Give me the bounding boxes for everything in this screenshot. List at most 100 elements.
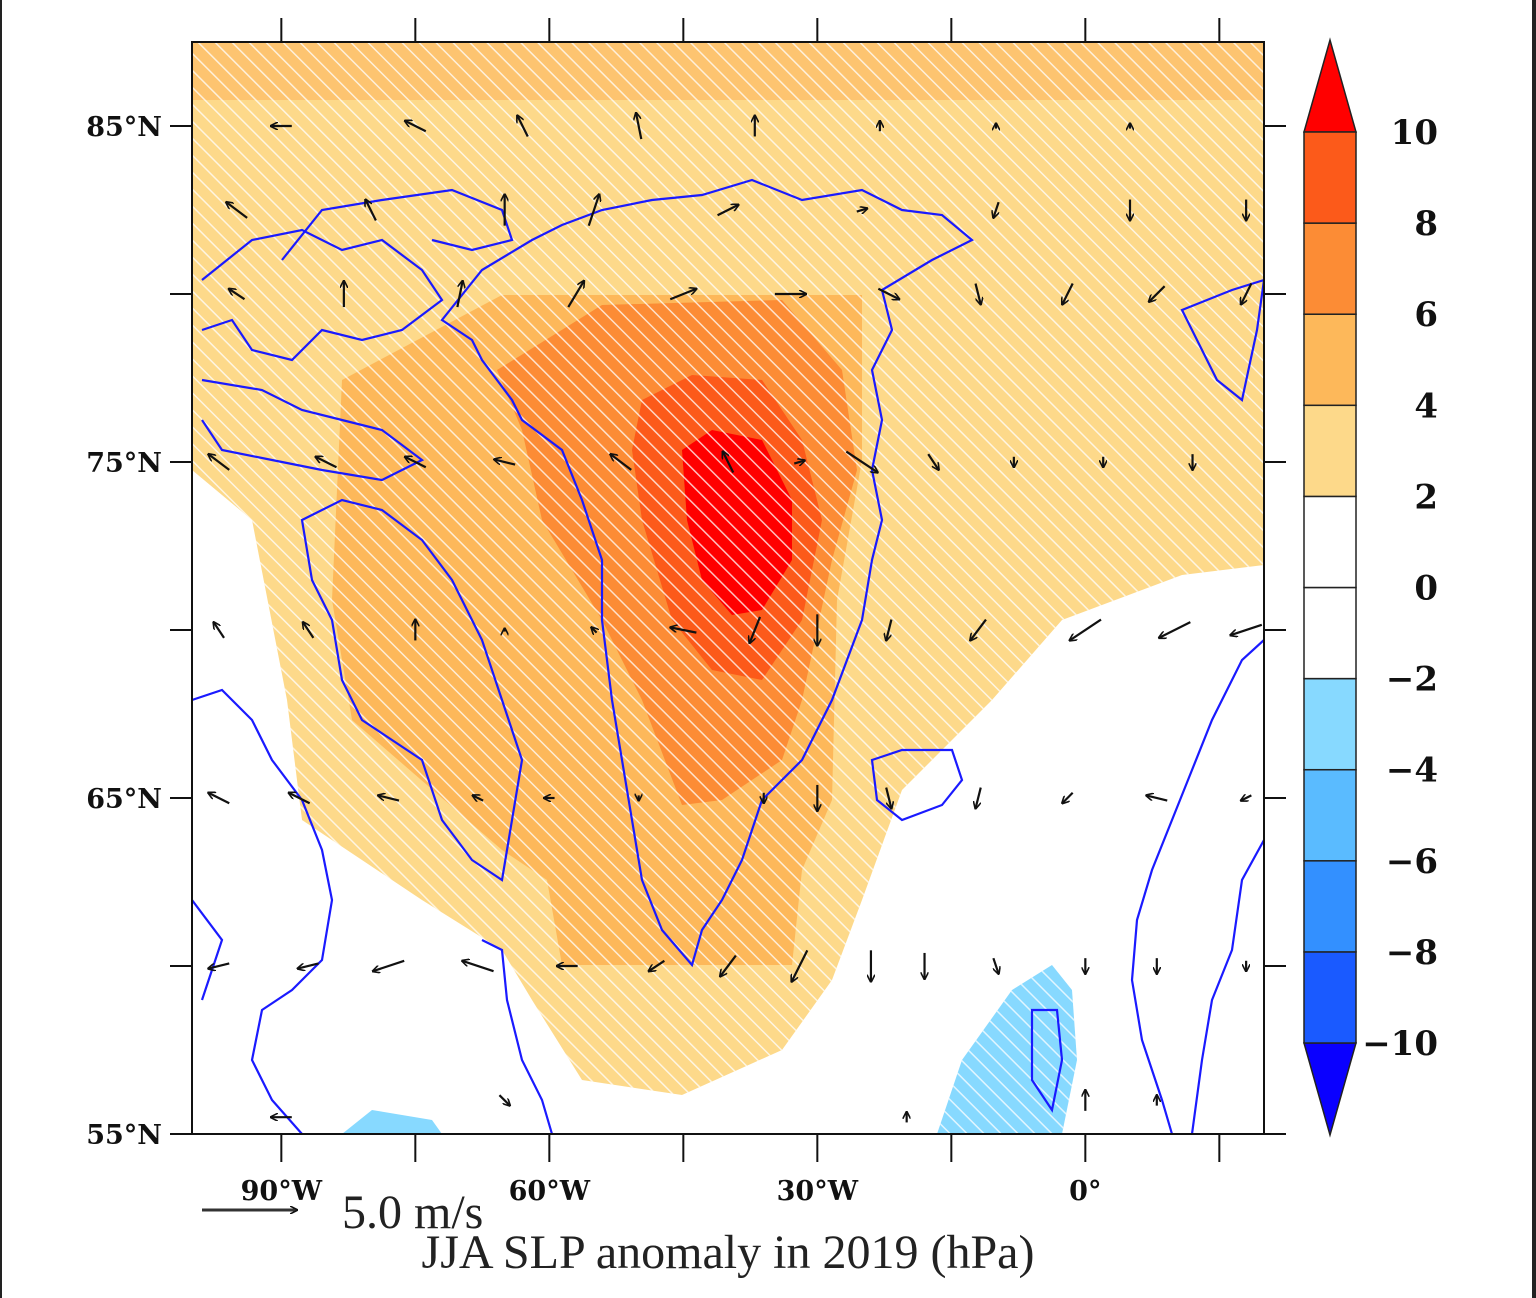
wind-vector-arrow [793, 460, 804, 463]
colorbar-label: −6 [1386, 842, 1438, 882]
significance-hatching [192, 42, 1264, 1134]
wind-vector-arrow [856, 208, 867, 211]
colorbar-label: 0 [1414, 569, 1438, 609]
coastlines [192, 178, 1264, 1134]
colorbar-segment [1303, 768, 1357, 862]
coastline-svalbard [1180, 278, 1264, 402]
y-tick-label: 75°N [86, 448, 162, 479]
axes: 90°W 60°W 30°W 0° 85°N 75°N 65°N 55°N [86, 18, 1286, 1207]
coastline-canadian-archipelago [201, 188, 514, 482]
colorbar-label: 8 [1414, 204, 1438, 244]
colorbar-min-triangle [1303, 1042, 1357, 1138]
colorbar-label: −10 [1362, 1024, 1438, 1064]
wind-vector-arrow [720, 954, 737, 977]
wind-vector-arrow [316, 457, 337, 469]
wind-vector-arrow [610, 454, 632, 471]
wind-vector-arrow [229, 289, 246, 301]
wind-vector-arrow [208, 454, 230, 471]
wind-vector-arrow [214, 622, 225, 639]
colorbar-label: −8 [1386, 933, 1438, 973]
wind-vector-arrow [303, 622, 315, 639]
coastline-greenland [440, 178, 974, 968]
contour-neg2-neg4-west [342, 1110, 442, 1134]
colorbar-max-triangle [1303, 37, 1357, 133]
wind-vectors [208, 113, 1263, 1123]
map-plot-area [192, 42, 1264, 1134]
colorbar-label: 4 [1414, 386, 1438, 426]
wind-vector-arrow [885, 787, 891, 809]
y-tick-label: 55°N [86, 1120, 162, 1151]
x-tick-label: 30°W [777, 1176, 859, 1207]
wind-vector-arrow [992, 957, 998, 974]
chart-title: JJA SLP anomaly in 2019 (hPa) [422, 1226, 1035, 1279]
wind-vector-arrow [456, 281, 462, 308]
wind-vector-arrow [1241, 283, 1253, 305]
wind-vector-arrow [845, 450, 877, 473]
colorbar: −10 −8 −6 −4 −2 0 2 4 6 8 10 [1303, 37, 1438, 1138]
wind-vector-arrow [886, 619, 893, 641]
colorbar-label: 10 [1391, 113, 1438, 153]
wind-vector-arrow [974, 283, 981, 305]
wind-vector-arrow [670, 627, 697, 634]
wind-vector-arrow [498, 1094, 509, 1105]
reference-vector: 5.0 m/s [202, 1186, 483, 1239]
wind-vector-arrow [750, 616, 762, 643]
y-tick-label: 85°N [86, 112, 162, 143]
plot-frame [191, 41, 1265, 1135]
coastline-baffin-island [300, 498, 524, 882]
wind-vector-arrow [792, 949, 809, 981]
wind-vector-arrow [567, 281, 584, 308]
colorbar-label: 6 [1414, 295, 1438, 335]
coastline-north-america [192, 688, 554, 1134]
wind-vector-arrow [723, 452, 735, 473]
wind-vector-arrow [298, 962, 319, 968]
wind-vector-arrow [1149, 285, 1166, 302]
colorbar-segment [1303, 495, 1357, 589]
wind-vector-arrow [378, 795, 400, 802]
wind-vector-arrow [1230, 623, 1263, 635]
reference-vector-label: 5.0 m/s [342, 1186, 483, 1239]
colorbar-segment [1303, 586, 1357, 680]
colorbar-label: −4 [1386, 751, 1438, 791]
wind-vector-arrow [877, 287, 899, 299]
coastline-scandinavia [1030, 639, 1264, 1134]
x-tick-label: 60°W [509, 1176, 591, 1207]
colorbar-label: 2 [1414, 477, 1438, 517]
wind-vector-arrow [517, 116, 529, 137]
wind-vector-arrow [405, 457, 427, 469]
wind-vector-arrow [1146, 795, 1168, 802]
wind-vector-arrow [993, 201, 1000, 218]
wind-vector-arrow [462, 961, 494, 973]
wind-vector-arrow [1062, 283, 1074, 305]
colorbar-label: −2 [1386, 660, 1438, 700]
wind-vector-arrow [208, 962, 230, 968]
colorbar-segment [1303, 677, 1357, 771]
wind-vector-arrow [373, 959, 405, 971]
wind-vector-arrow [717, 205, 739, 217]
wind-vector-arrow [976, 787, 982, 809]
x-tick-label: 0° [1069, 1176, 1101, 1207]
wind-vector-arrow [405, 121, 427, 133]
wind-vector-arrow [494, 459, 516, 466]
colorbar-segment [1303, 404, 1357, 498]
wind-vector-arrow [226, 202, 248, 219]
y-tick-label: 65°N [86, 784, 162, 815]
wind-vector-arrow [636, 113, 643, 140]
wind-vector-arrow [669, 289, 696, 301]
wind-vector-arrow [649, 959, 665, 971]
colorbar-segment [1303, 951, 1357, 1044]
colorbar-segment [1303, 860, 1357, 953]
x-tick-label: 90°W [241, 1176, 323, 1207]
colorbar-segment [1303, 313, 1357, 407]
wind-vector-arrow [970, 618, 987, 641]
colorbar-segment [1303, 131, 1357, 224]
coastline-iceland [870, 748, 964, 822]
wind-vector-arrow [591, 627, 596, 632]
wind-vector-arrow [365, 200, 377, 221]
wind-vector-arrow [1159, 621, 1191, 638]
colorbar-segment [1303, 222, 1357, 315]
wind-vector-arrow [1062, 791, 1074, 803]
wind-vector-arrow [289, 793, 311, 805]
wind-vector-arrow [927, 453, 938, 470]
